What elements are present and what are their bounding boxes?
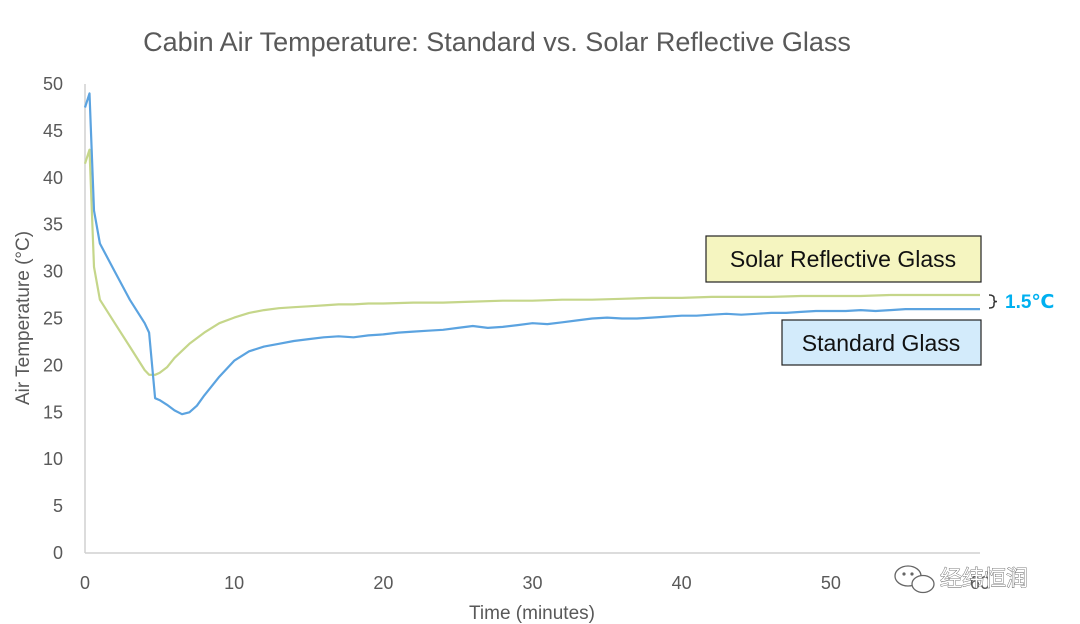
standard-glass-callout-box bbox=[781, 319, 982, 366]
y-tick-label: 45 bbox=[43, 121, 63, 141]
x-axis-ticks: 0 10 20 30 40 50 60 bbox=[80, 573, 990, 593]
y-tick-label: 50 bbox=[43, 74, 63, 94]
watermark-text: 经纬恒润 bbox=[940, 566, 1028, 591]
y-tick-label: 20 bbox=[43, 355, 63, 375]
watermark: 经纬恒润 bbox=[894, 565, 1028, 594]
solar-reflective-callout-box bbox=[705, 235, 982, 283]
x-tick-label: 30 bbox=[522, 573, 542, 593]
solar-reflective-callout-label: Solar Reflective Glass bbox=[730, 246, 956, 272]
x-axis-label: Time (minutes) bbox=[469, 603, 595, 624]
y-tick-label: 35 bbox=[43, 215, 63, 235]
y-tick-label: 30 bbox=[43, 262, 63, 282]
x-tick-label: 20 bbox=[373, 573, 393, 593]
standard-glass-callout-label: Standard Glass bbox=[802, 330, 961, 356]
x-tick-label: 50 bbox=[821, 573, 841, 593]
y-axis-ticks: 0 5 10 15 20 25 30 35 40 45 50 bbox=[43, 74, 63, 563]
y-tick-label: 5 bbox=[53, 496, 63, 516]
x-tick-label: 40 bbox=[672, 573, 692, 593]
y-tick-label: 10 bbox=[43, 449, 63, 469]
temperature-difference-label: 1.5℃ bbox=[1005, 292, 1054, 313]
y-axis-label: Air Temperature (°C) bbox=[13, 231, 34, 405]
y-tick-label: 40 bbox=[43, 168, 63, 188]
x-tick-label: 10 bbox=[224, 573, 244, 593]
chart-title: Cabin Air Temperature: Standard vs. Sola… bbox=[143, 27, 851, 57]
series-lines bbox=[83, 92, 980, 416]
difference-bracket bbox=[988, 294, 998, 309]
wechat-icon bbox=[894, 565, 935, 594]
standard-glass-line bbox=[83, 92, 980, 416]
x-tick-label: 60 bbox=[970, 573, 990, 593]
x-tick-label: 0 bbox=[80, 573, 90, 593]
y-tick-label: 0 bbox=[53, 543, 63, 563]
y-tick-label: 25 bbox=[43, 309, 63, 329]
y-tick-label: 15 bbox=[43, 402, 63, 422]
